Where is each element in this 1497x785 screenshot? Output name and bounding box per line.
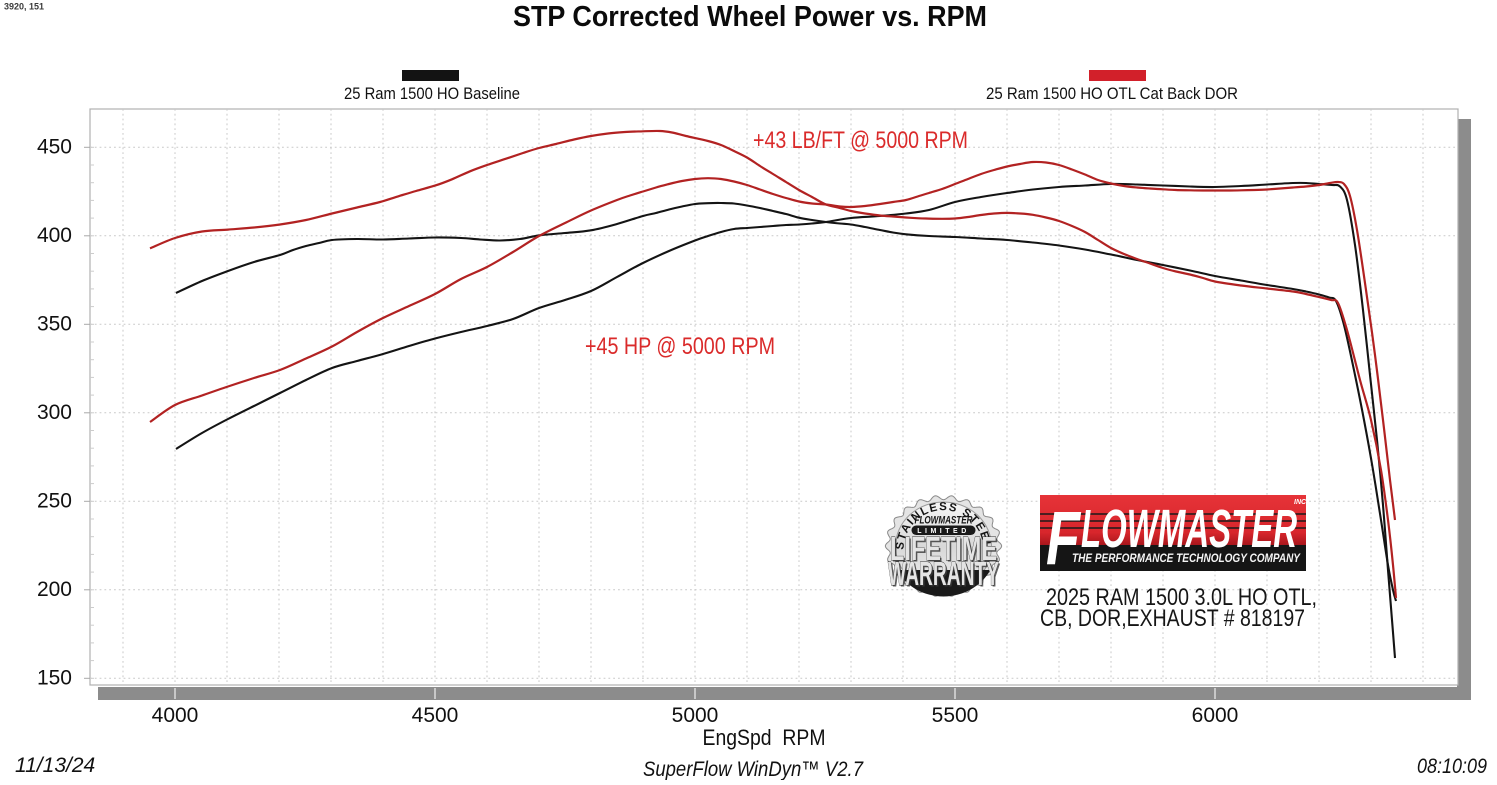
svg-text:FLOWMASTER: FLOWMASTER [915, 515, 973, 527]
svg-text:SuperFlow WinDyn™ V2.7: SuperFlow WinDyn™ V2.7 [643, 758, 864, 780]
svg-text:EngSpd RPM: EngSpd RPM [703, 725, 826, 750]
svg-text:08:10:09: 08:10:09 [1417, 755, 1487, 778]
svg-text:+45 HP @ 5000 RPM: +45 HP @ 5000 RPM [585, 333, 775, 360]
svg-text:WARRANTY: WARRANTY [890, 557, 1001, 594]
svg-text:STP Corrected Wheel Power vs.: STP Corrected Wheel Power vs. RPM [513, 1, 987, 33]
svg-text:+43 LB/FT @ 5000 RPM: +43 LB/FT @ 5000 RPM [753, 127, 968, 154]
svg-text:250: 250 [37, 489, 72, 512]
svg-text:25 Ram 1500 HO OTL Cat Back DO: 25 Ram 1500 HO OTL Cat Back DOR [986, 84, 1238, 103]
svg-text:6000: 6000 [1192, 704, 1239, 727]
svg-text:2025 RAM 1500 3.0L HO OTL,: 2025 RAM 1500 3.0L HO OTL, [1046, 584, 1317, 611]
svg-text:300: 300 [37, 401, 72, 424]
svg-text:5500: 5500 [932, 704, 979, 727]
svg-text:150: 150 [37, 666, 72, 689]
svg-text:3920, 151: 3920, 151 [4, 2, 44, 12]
svg-text:4000: 4000 [152, 704, 199, 727]
svg-text:LIMITED: LIMITED [917, 528, 970, 535]
svg-text:F: F [1046, 496, 1082, 581]
svg-text:25 Ram 1500 HO Baseline: 25 Ram 1500 HO Baseline [344, 84, 520, 103]
svg-text:4500: 4500 [412, 704, 459, 727]
svg-text:THE PERFORMANCE TECHNOLOGY COM: THE PERFORMANCE TECHNOLOGY COMPANY [1072, 553, 1301, 565]
svg-text:WARRANTY: WARRANTY [888, 555, 999, 592]
svg-text:CB, DOR,EXHAUST # 818197: CB, DOR,EXHAUST # 818197 [1040, 605, 1305, 632]
svg-text:LIFETIME: LIFETIME [890, 530, 997, 567]
svg-text:LIFETIME: LIFETIME [892, 532, 999, 569]
svg-text:350: 350 [37, 312, 72, 335]
svg-text:INC.: INC. [1294, 499, 1308, 506]
svg-text:11/13/24: 11/13/24 [15, 754, 95, 777]
svg-text:LOWMASTER: LOWMASTER [1081, 499, 1297, 559]
svg-text:5000: 5000 [672, 704, 719, 727]
svg-text:450: 450 [37, 135, 72, 158]
svg-text:400: 400 [37, 224, 72, 247]
svg-text:200: 200 [37, 578, 72, 601]
